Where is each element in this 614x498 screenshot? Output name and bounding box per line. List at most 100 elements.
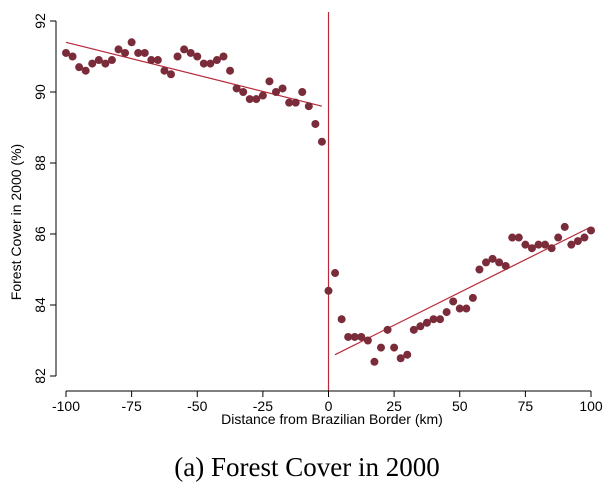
data-point (337, 315, 346, 324)
data-point (212, 56, 221, 65)
data-point (317, 137, 326, 146)
data-point (219, 52, 228, 61)
data-point (252, 95, 261, 104)
x-axis-title: Distance from Brazilian Border (km) (221, 411, 443, 427)
data-point (383, 325, 392, 334)
data-point (147, 56, 156, 65)
data-point (409, 325, 418, 334)
data-point (265, 77, 274, 86)
data-point (75, 63, 84, 72)
data-point (107, 56, 116, 65)
data-point (501, 261, 510, 270)
x-tick-label: -75 (122, 398, 142, 414)
data-point (81, 66, 90, 75)
x-tick-label: 0 (325, 398, 333, 414)
data-point (429, 315, 438, 324)
y-tick-label: 88 (32, 155, 48, 171)
data-point (272, 88, 280, 96)
data-point (475, 265, 484, 274)
data-point (206, 59, 215, 68)
y-tick-label: 86 (32, 226, 48, 242)
data-point (580, 233, 589, 242)
data-point (62, 48, 70, 57)
data-point (304, 102, 313, 111)
x-tick-label: -25 (253, 398, 273, 414)
data-point (94, 56, 103, 65)
data-point (258, 91, 267, 100)
x-tick-label: -100 (52, 398, 80, 414)
y-tick-label: 92 (32, 13, 48, 29)
data-point (422, 318, 431, 327)
data-point (245, 95, 254, 104)
data-points (62, 38, 595, 366)
data-point (127, 38, 136, 47)
data-point (547, 244, 556, 253)
data-point (560, 222, 569, 231)
data-point (153, 56, 162, 65)
data-point (121, 48, 130, 57)
data-point (331, 269, 340, 278)
data-point (114, 45, 123, 54)
data-point (442, 308, 451, 317)
data-point (239, 88, 248, 96)
scatter-chart: -100 -75 -50 -25 0 25 50 75 100 82 84 86 88 90 92 Dis… (8, 12, 603, 427)
data-point (88, 59, 97, 68)
data-point (226, 66, 235, 75)
data-point (232, 84, 241, 93)
y-axis-ticks: 82 84 86 88 90 92 (32, 13, 56, 384)
data-point (193, 52, 202, 61)
data-point (160, 66, 169, 75)
data-point (449, 297, 458, 306)
axes (55, 21, 591, 392)
y-axis-title: Forest Cover in 2000 (%) (8, 144, 24, 300)
x-tick-label: 50 (452, 398, 468, 414)
y-tick-label: 84 (32, 297, 48, 313)
data-point (495, 258, 504, 267)
y-tick-label: 82 (32, 368, 48, 384)
data-point (455, 304, 464, 313)
data-point (101, 59, 110, 68)
data-point (311, 119, 320, 128)
data-point (278, 84, 287, 93)
data-point (396, 354, 405, 363)
x-tick-label: 25 (386, 398, 402, 414)
data-point (357, 332, 366, 341)
data-point (462, 304, 471, 313)
data-point (573, 237, 582, 246)
data-point (291, 98, 300, 107)
data-point (416, 322, 425, 331)
data-point (285, 98, 294, 107)
x-tick-label: 75 (518, 398, 534, 414)
data-point (482, 258, 490, 267)
x-axis-ticks: -100 -75 -50 -25 0 25 50 75 100 (52, 391, 603, 414)
data-point (403, 350, 412, 359)
data-point (534, 240, 543, 249)
data-point (468, 293, 477, 302)
data-point (350, 332, 359, 341)
y-tick-label: 90 (32, 84, 48, 100)
data-point (134, 48, 143, 57)
data-point (324, 286, 333, 295)
data-point (377, 343, 385, 352)
data-point (173, 52, 182, 61)
data-point (508, 233, 517, 242)
data-point (298, 88, 307, 96)
data-point (186, 48, 195, 57)
data-point (363, 336, 372, 345)
x-tick-label: -50 (187, 398, 207, 414)
x-tick-label: 100 (579, 398, 603, 414)
data-point (587, 226, 595, 235)
figure-caption: (a) Forest Cover in 2000 (174, 452, 440, 482)
data-point (521, 240, 530, 249)
data-point (436, 315, 445, 324)
data-point (68, 52, 77, 61)
data-point (554, 233, 563, 242)
data-point (180, 45, 189, 54)
data-point (527, 244, 536, 253)
data-point (140, 48, 149, 57)
fit-line (65, 41, 323, 107)
data-point (488, 254, 497, 263)
data-point (199, 59, 208, 68)
data-point (167, 70, 175, 79)
data-point (514, 233, 523, 242)
